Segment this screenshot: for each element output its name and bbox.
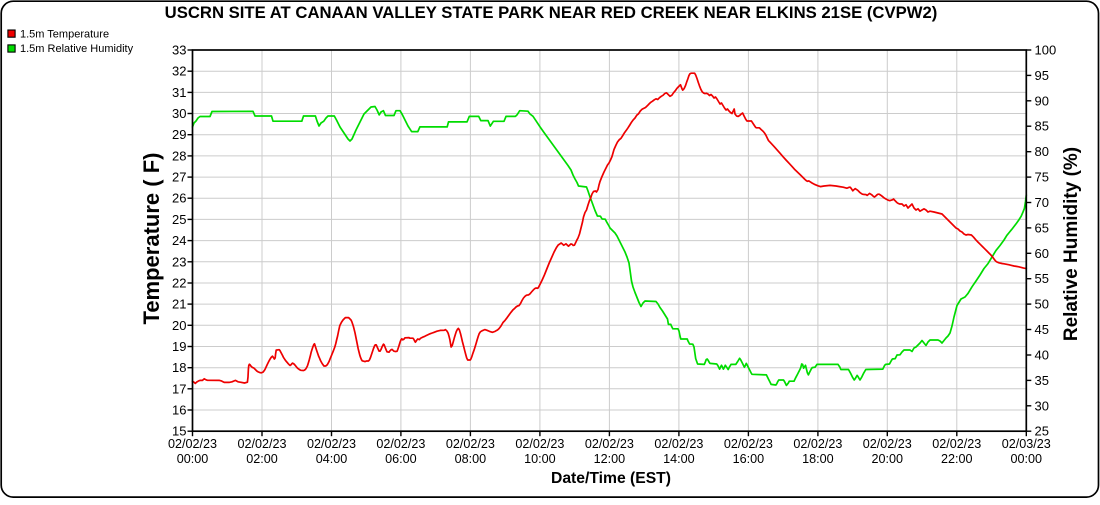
svg-text:26: 26: [172, 191, 186, 206]
svg-text:27: 27: [172, 170, 186, 185]
svg-text:02/02/23: 02/02/23: [863, 437, 912, 451]
svg-text:1.5m Temperature: 1.5m Temperature: [20, 29, 109, 41]
svg-text:45: 45: [1035, 322, 1049, 337]
svg-text:Relative Humidity (%): Relative Humidity (%): [1061, 147, 1082, 341]
svg-text:33: 33: [172, 43, 186, 58]
svg-text:25: 25: [1035, 424, 1049, 439]
svg-text:90: 90: [1035, 93, 1049, 108]
svg-text:28: 28: [172, 148, 186, 163]
svg-text:60: 60: [1035, 246, 1049, 261]
svg-text:95: 95: [1035, 68, 1049, 83]
svg-text:21: 21: [172, 297, 186, 312]
svg-text:40: 40: [1035, 348, 1049, 363]
svg-text:02/03/23: 02/03/23: [1002, 437, 1051, 451]
svg-text:14:00: 14:00: [663, 452, 695, 466]
svg-text:18:00: 18:00: [802, 452, 834, 466]
svg-text:02/02/23: 02/02/23: [376, 437, 425, 451]
svg-text:USCRN SITE AT CANAAN VALLEY ST: USCRN SITE AT CANAAN VALLEY STATE PARK N…: [165, 3, 938, 22]
svg-text:22: 22: [172, 276, 186, 291]
svg-text:50: 50: [1035, 297, 1049, 312]
svg-text:30: 30: [1035, 398, 1049, 413]
svg-text:18: 18: [172, 360, 186, 375]
svg-text:02/02/23: 02/02/23: [168, 437, 217, 451]
svg-text:02/02/23: 02/02/23: [585, 437, 634, 451]
svg-text:02/02/23: 02/02/23: [932, 437, 981, 451]
svg-text:20: 20: [172, 318, 186, 333]
svg-text:65: 65: [1035, 220, 1049, 235]
svg-text:20:00: 20:00: [872, 452, 904, 466]
svg-text:02/02/23: 02/02/23: [654, 437, 703, 451]
svg-text:75: 75: [1035, 170, 1049, 185]
svg-text:100: 100: [1035, 43, 1057, 58]
svg-text:23: 23: [172, 254, 186, 269]
svg-text:12:00: 12:00: [594, 452, 626, 466]
svg-text:80: 80: [1035, 144, 1049, 159]
svg-text:10:00: 10:00: [524, 452, 556, 466]
svg-text:02/02/23: 02/02/23: [515, 437, 564, 451]
svg-text:31: 31: [172, 85, 186, 100]
svg-text:16:00: 16:00: [733, 452, 765, 466]
svg-text:1.5m Relative Humidity: 1.5m Relative Humidity: [20, 43, 134, 55]
svg-text:17: 17: [172, 381, 186, 396]
svg-text:16: 16: [172, 403, 186, 418]
svg-text:85: 85: [1035, 119, 1049, 134]
svg-text:35: 35: [1035, 373, 1049, 388]
svg-text:30: 30: [172, 106, 186, 121]
svg-text:04:00: 04:00: [316, 452, 348, 466]
svg-text:06:00: 06:00: [385, 452, 417, 466]
svg-text:15: 15: [172, 424, 186, 439]
svg-text:02/02/23: 02/02/23: [724, 437, 773, 451]
svg-text:Temperature ( F): Temperature ( F): [139, 153, 164, 325]
svg-text:29: 29: [172, 127, 186, 142]
svg-text:32: 32: [172, 64, 186, 79]
svg-text:19: 19: [172, 339, 186, 354]
svg-text:08:00: 08:00: [455, 452, 487, 466]
svg-text:02:00: 02:00: [246, 452, 278, 466]
svg-text:24: 24: [172, 233, 186, 248]
svg-text:22:00: 22:00: [941, 452, 973, 466]
svg-text:02/02/23: 02/02/23: [793, 437, 842, 451]
svg-text:02/02/23: 02/02/23: [307, 437, 356, 451]
svg-text:Date/Time (EST): Date/Time (EST): [551, 470, 671, 487]
svg-text:02/02/23: 02/02/23: [237, 437, 286, 451]
svg-text:70: 70: [1035, 195, 1049, 210]
svg-text:00:00: 00:00: [1011, 452, 1043, 466]
svg-text:00:00: 00:00: [177, 452, 209, 466]
svg-text:55: 55: [1035, 271, 1049, 286]
svg-text:25: 25: [172, 212, 186, 227]
svg-text:02/02/23: 02/02/23: [446, 437, 495, 451]
